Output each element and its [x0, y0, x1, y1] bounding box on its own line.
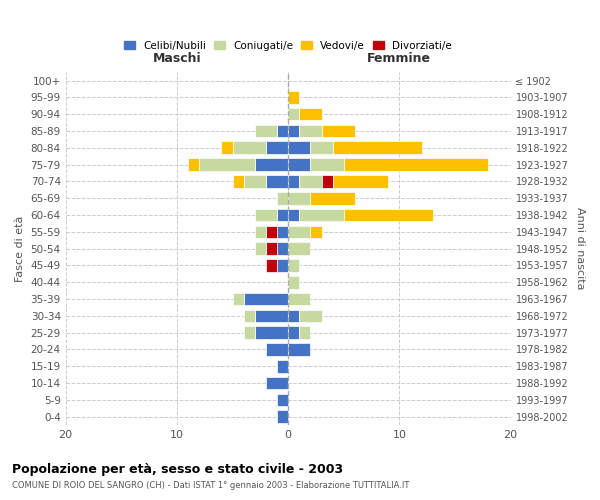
Bar	[233, 142, 266, 154]
Bar	[299, 108, 322, 120]
Bar	[266, 142, 288, 154]
Bar	[233, 293, 244, 306]
Bar	[288, 124, 299, 138]
Bar	[288, 142, 310, 154]
Bar	[266, 242, 277, 255]
Legend: Celibi/Nubili, Coniugati/e, Vedovi/e, Divorziati/e: Celibi/Nubili, Coniugati/e, Vedovi/e, Di…	[122, 38, 454, 52]
Bar	[288, 276, 299, 288]
Bar	[199, 158, 255, 171]
Bar	[244, 175, 266, 188]
Text: COMUNE DI ROIO DEL SANGRO (CH) - Dati ISTAT 1° gennaio 2003 - Elaborazione TUTTI: COMUNE DI ROIO DEL SANGRO (CH) - Dati IS…	[12, 481, 409, 490]
Bar	[288, 293, 310, 306]
Bar	[255, 158, 288, 171]
Bar	[266, 377, 288, 390]
Y-axis label: Anni di nascita: Anni di nascita	[575, 208, 585, 290]
Bar	[288, 108, 299, 120]
Bar	[266, 175, 288, 188]
Bar	[277, 192, 288, 204]
Bar	[277, 410, 288, 423]
Bar	[277, 208, 288, 222]
Bar	[332, 142, 422, 154]
Bar	[288, 192, 310, 204]
Bar	[244, 326, 255, 339]
Bar	[299, 310, 322, 322]
Bar	[344, 158, 488, 171]
Bar	[244, 293, 288, 306]
Bar	[299, 326, 310, 339]
Bar	[188, 158, 199, 171]
Bar	[322, 175, 332, 188]
Bar	[288, 175, 299, 188]
Bar	[322, 124, 355, 138]
Bar	[266, 343, 288, 356]
Y-axis label: Fasce di età: Fasce di età	[15, 216, 25, 282]
Bar	[244, 310, 255, 322]
Bar	[233, 175, 244, 188]
Bar	[255, 310, 288, 322]
Bar	[299, 208, 344, 222]
Bar	[277, 360, 288, 372]
Bar	[277, 226, 288, 238]
Bar	[255, 124, 277, 138]
Bar	[266, 226, 277, 238]
Bar	[288, 208, 299, 222]
Bar	[288, 158, 310, 171]
Text: Femmine: Femmine	[367, 52, 431, 66]
Bar	[288, 310, 299, 322]
Bar	[255, 226, 266, 238]
Bar	[255, 242, 266, 255]
Bar	[288, 242, 310, 255]
Bar	[299, 124, 322, 138]
Bar	[255, 326, 288, 339]
Bar	[277, 242, 288, 255]
Bar	[221, 142, 233, 154]
Bar	[288, 91, 299, 104]
Bar	[288, 259, 299, 272]
Bar	[310, 226, 322, 238]
Bar	[310, 192, 355, 204]
Bar	[310, 158, 344, 171]
Bar	[277, 124, 288, 138]
Text: Popolazione per età, sesso e stato civile - 2003: Popolazione per età, sesso e stato civil…	[12, 462, 343, 475]
Bar	[310, 142, 332, 154]
Bar	[266, 259, 277, 272]
Bar	[299, 175, 322, 188]
Bar	[344, 208, 433, 222]
Bar	[277, 394, 288, 406]
Bar	[255, 208, 277, 222]
Text: Maschi: Maschi	[152, 52, 201, 66]
Bar	[277, 259, 288, 272]
Bar	[288, 343, 310, 356]
Bar	[288, 226, 310, 238]
Bar	[288, 326, 299, 339]
Bar	[332, 175, 388, 188]
